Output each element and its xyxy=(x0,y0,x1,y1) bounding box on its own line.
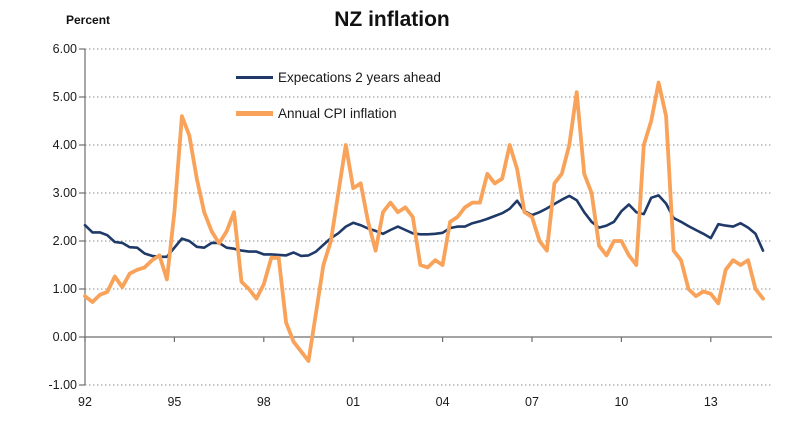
chart-title: NZ inflation xyxy=(334,8,450,31)
y-tick-label: 0.00 xyxy=(52,330,77,344)
legend-label-expectations: Expecations 2 years ahead xyxy=(278,70,441,85)
y-tick-label: 6.00 xyxy=(52,42,77,56)
x-tick-label: 95 xyxy=(167,395,182,409)
x-tick-label: 10 xyxy=(614,395,629,409)
cpi-line-swatch xyxy=(236,111,273,116)
x-tick-label: 98 xyxy=(256,395,271,409)
y-tick-label: 3.00 xyxy=(52,186,77,200)
expectations-line xyxy=(83,194,765,259)
legend-label-cpi: Annual CPI inflation xyxy=(278,106,397,121)
y-tick-label: 4.00 xyxy=(52,138,77,152)
y-axis-unit-label: Percent xyxy=(66,13,111,27)
y-tick-label: -1.00 xyxy=(48,378,78,392)
y-tick-label: 1.00 xyxy=(52,282,77,296)
x-tick-label: 92 xyxy=(78,395,92,409)
y-tick-label: 2.00 xyxy=(52,234,77,248)
x-tick-label: 04 xyxy=(435,395,450,409)
x-tick-label: 07 xyxy=(525,395,539,409)
x-tick-label: 01 xyxy=(346,395,361,409)
legend-item-cpi: Annual CPI inflation xyxy=(236,105,397,122)
legend-item-expectations: Expecations 2 years ahead xyxy=(236,69,441,86)
x-tick-label: 13 xyxy=(703,395,718,409)
cpi-line xyxy=(83,80,765,363)
expectations-line-swatch xyxy=(236,76,273,79)
y-tick-label: 5.00 xyxy=(52,90,77,104)
